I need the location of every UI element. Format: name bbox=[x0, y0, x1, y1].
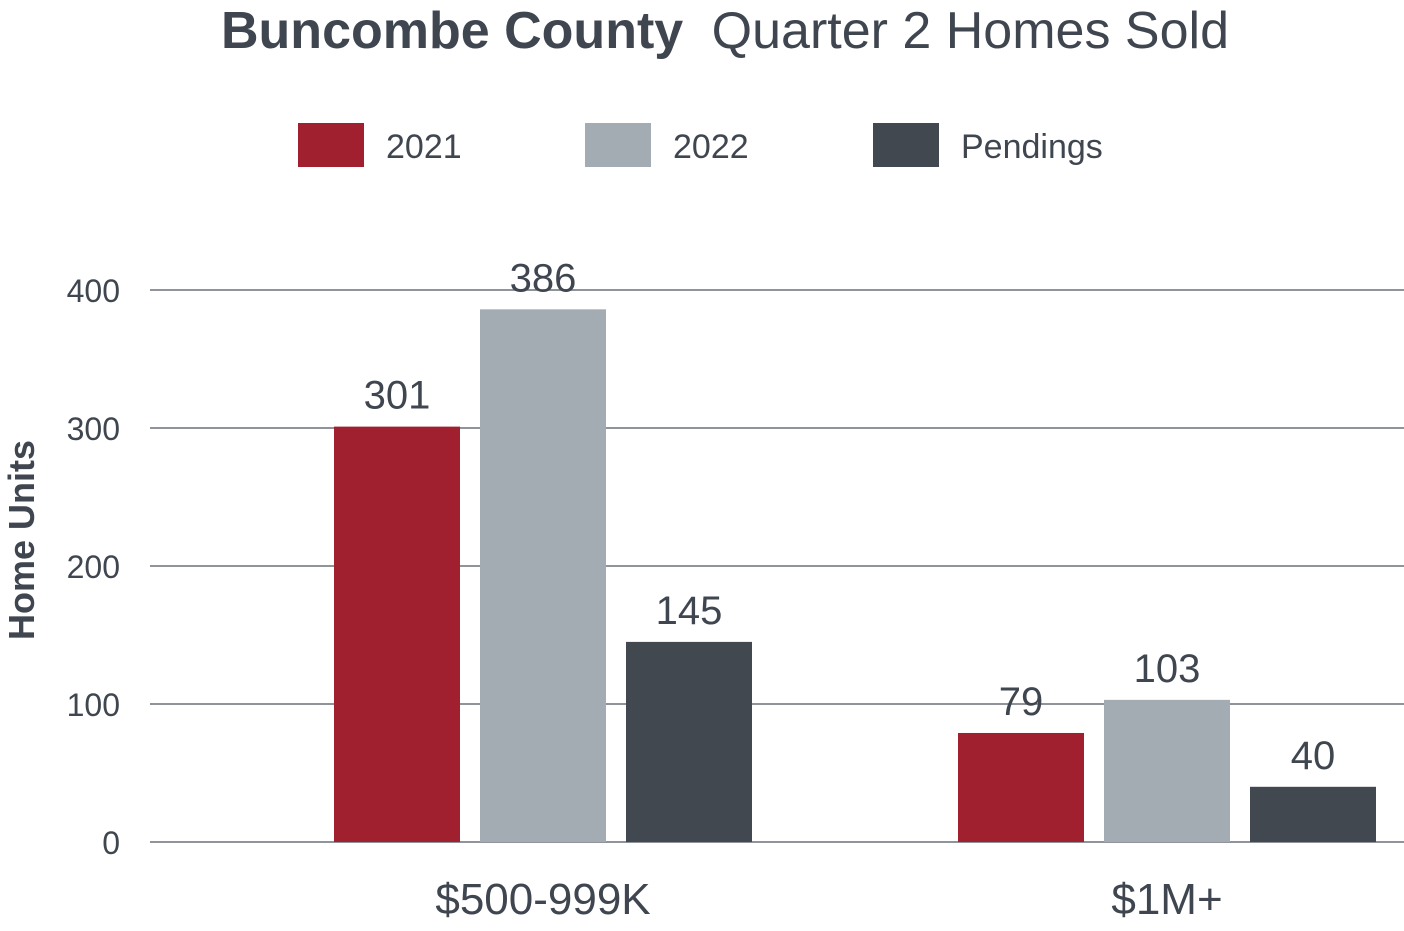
x-tick-labels: $500-999K $1M+ bbox=[435, 875, 1222, 924]
legend-swatch-2021 bbox=[298, 123, 364, 167]
legend-label: 2021 bbox=[386, 128, 462, 166]
x-tick-label: $1M+ bbox=[1111, 875, 1222, 924]
chart-title-rest: Quarter 2 Homes Sold bbox=[712, 2, 1229, 60]
y-tick-label: 0 bbox=[102, 825, 120, 861]
legend-swatch-pendings bbox=[873, 123, 939, 167]
data-label: 301 bbox=[364, 374, 431, 418]
chart-title-bold: Buncombe County bbox=[221, 2, 683, 60]
legend: 2021 2022 Pendings bbox=[298, 123, 1103, 167]
data-label: 79 bbox=[999, 680, 1044, 724]
y-tick-label: 300 bbox=[67, 411, 120, 447]
data-label: 145 bbox=[656, 589, 723, 633]
bar-2021-2 bbox=[958, 732, 1084, 842]
bar-2022-2 bbox=[1104, 699, 1230, 842]
bars bbox=[334, 309, 1376, 842]
bar-pendings-1 bbox=[626, 641, 752, 842]
data-label: 103 bbox=[1134, 647, 1201, 691]
y-tick-label: 100 bbox=[67, 687, 120, 723]
data-label: 386 bbox=[510, 256, 577, 300]
y-tick-label: 200 bbox=[67, 549, 120, 585]
legend-label: 2022 bbox=[673, 128, 749, 166]
bar-2021-1 bbox=[334, 426, 460, 842]
data-label: 40 bbox=[1291, 734, 1336, 778]
chart-title: Buncombe County Quarter 2 Homes Sold bbox=[221, 2, 1229, 60]
bar-pendings-2 bbox=[1250, 786, 1376, 842]
legend-swatch-2022 bbox=[585, 123, 651, 167]
y-axis-label: Home Units bbox=[1, 440, 42, 640]
y-tick-labels: 0 100 200 300 400 bbox=[67, 273, 120, 861]
x-tick-label: $500-999K bbox=[435, 875, 650, 924]
bar-2022-1 bbox=[480, 309, 606, 842]
value-labels: 301 386 145 79 103 40 bbox=[364, 256, 1336, 777]
legend-label: Pendings bbox=[961, 128, 1103, 166]
y-tick-label: 400 bbox=[67, 273, 120, 309]
